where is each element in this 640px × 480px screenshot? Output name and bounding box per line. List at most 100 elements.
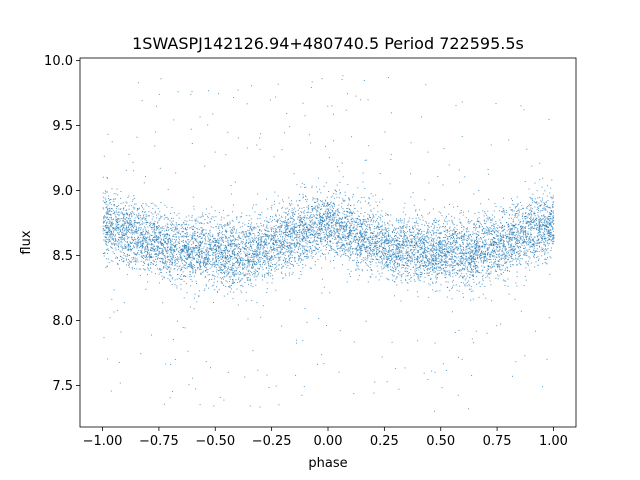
data-point [305, 256, 307, 258]
data-point [533, 227, 535, 229]
data-point [480, 253, 482, 255]
data-point [516, 211, 518, 212]
data-point [399, 251, 401, 253]
data-point [434, 264, 435, 266]
data-point [502, 235, 504, 237]
data-point [221, 228, 223, 230]
data-point [219, 236, 221, 238]
data-point [411, 260, 413, 262]
data-point [512, 251, 514, 253]
data-point [245, 273, 247, 275]
data-point [191, 237, 193, 238]
data-point [477, 234, 479, 235]
data-point [547, 239, 549, 241]
data-point [445, 281, 447, 283]
data-point [393, 244, 394, 246]
data-point [281, 267, 283, 269]
data-point [167, 266, 169, 268]
data-point [136, 268, 138, 270]
data-point [247, 257, 249, 259]
data-point [546, 242, 548, 244]
data-point [423, 265, 425, 267]
data-point [409, 257, 411, 258]
data-point [205, 208, 207, 210]
data-point [167, 277, 169, 279]
data-point [357, 218, 359, 220]
data-point [353, 393, 355, 394]
data-point [370, 269, 372, 271]
data-point [451, 253, 453, 255]
data-point [335, 225, 337, 227]
data-point [438, 254, 440, 256]
data-point [307, 228, 308, 230]
data-point [481, 270, 483, 272]
data-point [136, 136, 138, 138]
data-point [320, 215, 322, 217]
data-point [211, 236, 213, 238]
data-point [378, 261, 380, 263]
data-point [320, 208, 322, 210]
data-point [140, 251, 142, 253]
data-point [175, 228, 177, 230]
data-point [137, 249, 139, 251]
data-point [431, 255, 433, 257]
data-point [136, 258, 138, 260]
data-point [553, 230, 554, 232]
data-point [244, 376, 246, 378]
data-point [358, 200, 360, 202]
data-point [527, 264, 529, 266]
data-point [430, 239, 432, 241]
data-point [199, 262, 201, 264]
data-point [538, 259, 539, 261]
data-point [165, 250, 167, 252]
data-point [145, 254, 147, 256]
data-point [177, 250, 179, 252]
data-point [275, 234, 277, 235]
data-point [203, 289, 205, 291]
data-point [520, 251, 522, 253]
data-point [383, 268, 385, 270]
data-point [128, 208, 130, 210]
data-point [457, 273, 459, 275]
data-point [195, 247, 197, 249]
data-point [336, 230, 338, 232]
data-point [299, 237, 301, 239]
data-point [259, 253, 261, 255]
data-point [264, 260, 266, 262]
data-point [286, 221, 288, 223]
data-point [197, 262, 199, 264]
data-point [453, 244, 455, 246]
data-point [517, 215, 519, 217]
data-point [365, 227, 367, 229]
data-point [381, 242, 383, 244]
data-point [540, 220, 542, 221]
data-point [361, 240, 362, 242]
data-point [346, 229, 348, 231]
data-point [134, 231, 135, 233]
data-point [146, 253, 148, 255]
data-point [502, 244, 504, 246]
data-point [545, 239, 547, 241]
data-point [530, 217, 532, 219]
data-point [347, 251, 349, 253]
data-point [520, 229, 521, 231]
data-point [319, 214, 321, 216]
data-point [553, 237, 555, 239]
data-point [320, 239, 322, 241]
data-point [485, 223, 487, 225]
data-point [375, 237, 377, 239]
data-point [117, 224, 118, 226]
data-point [196, 301, 198, 303]
data-point [511, 237, 513, 239]
data-point [474, 240, 476, 242]
data-point [391, 239, 393, 241]
data-point [208, 251, 210, 253]
data-point [111, 223, 112, 225]
data-point [226, 275, 228, 277]
data-point [259, 229, 260, 231]
data-point [484, 286, 486, 287]
data-point [503, 234, 505, 236]
data-point [432, 268, 434, 270]
data-point [226, 231, 228, 232]
data-point [406, 227, 408, 229]
